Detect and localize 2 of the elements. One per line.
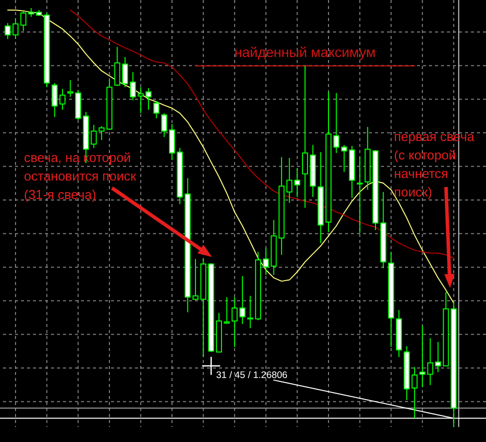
series-label: найденный максимум xyxy=(234,44,376,60)
series-label: 31 / 45 / 1.26806 xyxy=(216,370,288,381)
